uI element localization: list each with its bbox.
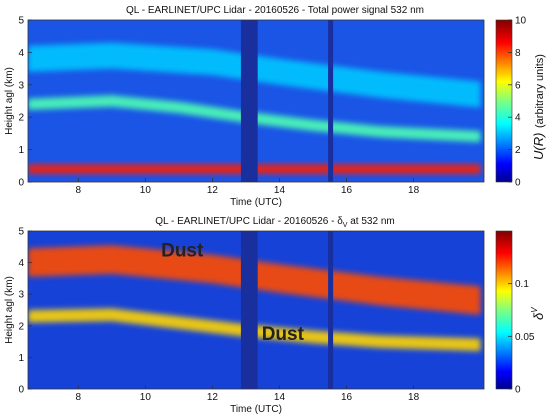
panel1-colorbar-unit: (arbitrary units) xyxy=(534,54,546,128)
panel2-annotation-1: Dust xyxy=(262,324,305,345)
panel1-y-tick-label-3: 3 xyxy=(18,80,24,91)
panel2-y-tick-label-0: 0 xyxy=(18,385,24,396)
panel2-colorbar xyxy=(495,230,513,390)
panel1-x-tick-label-4: 16 xyxy=(341,185,353,196)
panel1-data-gaps xyxy=(240,20,334,182)
panel1-y-tick-label-4: 4 xyxy=(18,48,24,59)
panel2-y-tick-label-1: 1 xyxy=(18,353,24,364)
panel2-annotations: Dust Dust xyxy=(161,240,304,345)
panel-depolarization: QL - EARLINET/UPC Lidar - 20160526 - δV … xyxy=(4,216,546,415)
panel2-colorbar-sup: V xyxy=(530,307,539,313)
panel2-title-end: at 532 nm xyxy=(347,216,394,227)
panel2-x-tick-label-4: 16 xyxy=(341,392,353,403)
panel1-gap-0 xyxy=(240,20,258,182)
panel1-cb-tick-label-2: 4 xyxy=(515,113,521,124)
panel1-x-tick-label-1: 10 xyxy=(140,185,152,196)
panel2-y-tick-label-4: 4 xyxy=(18,258,24,269)
panel1-colorbar xyxy=(495,19,513,183)
panel2-title-main: QL - EARLINET/UPC Lidar - 20160526 - δ xyxy=(155,216,343,227)
panel1-y-axis-label: Height agl (km) xyxy=(4,67,15,135)
panel2-x-axis-label: Time (UTC) xyxy=(230,404,282,415)
panel1-x-tick-label-5: 18 xyxy=(408,185,420,196)
panel1-x-tick-label-2: 12 xyxy=(207,185,219,196)
panel1-y-ticks: 0 1 2 3 4 5 xyxy=(18,16,32,189)
panel2-title-sub: V xyxy=(343,222,348,229)
panel1-cb-tick-label-1: 2 xyxy=(515,145,521,156)
panel1-y-tick-label-1: 1 xyxy=(18,145,24,156)
panel1-cb-tick-label-5: 10 xyxy=(515,16,527,27)
panel1-cb-tick-label-4: 8 xyxy=(515,48,521,59)
panel2-annotation-0: Dust xyxy=(161,240,204,261)
panel1-x-tick-label-0: 8 xyxy=(76,185,82,196)
panel2-cb-tick-label-1: 0.05 xyxy=(515,332,535,343)
panel1-y-tick-label-0: 0 xyxy=(18,178,24,189)
panel2-x-tick-label-2: 12 xyxy=(207,392,219,403)
panel2-x-ticks: 8 10 12 14 16 18 xyxy=(76,385,420,403)
panel2-y-ticks: 0 1 2 3 4 5 xyxy=(18,227,32,396)
panel2-colorbar-label: δV xyxy=(530,307,546,320)
panel2-frame xyxy=(27,230,485,390)
panel2-gap-0 xyxy=(240,231,258,389)
panel1-x-tick-label-3: 14 xyxy=(274,185,286,196)
panel2-cb-tick-label-0: 0 xyxy=(515,385,521,396)
panel2-colorbar-symbol: δ xyxy=(531,312,546,320)
panel2-x-tick-label-5: 18 xyxy=(408,392,420,403)
panel1-colorbar-label: U(R) xyxy=(531,133,546,160)
panel2-x-tick-label-1: 10 xyxy=(140,392,152,403)
panel1-x-axis-label: Time (UTC) xyxy=(230,197,282,208)
panel2-x-tick-label-3: 14 xyxy=(274,392,286,403)
panel2-y-axis-label: Height agl (km) xyxy=(4,276,15,344)
panel1-colorbar-ticks: 0 2 4 6 8 10 xyxy=(508,16,527,189)
panel1-frame xyxy=(27,19,485,183)
panel1-x-ticks: 8 10 12 14 16 18 xyxy=(76,178,420,196)
panel2-gap-1 xyxy=(328,231,334,389)
panel2-y-tick-label-5: 5 xyxy=(18,227,24,238)
panel-total-power: QL - EARLINET/UPC Lidar - 20160526 - Tot… xyxy=(4,5,546,208)
panel2-x-tick-label-0: 8 xyxy=(76,392,82,403)
panel1-title: QL - EARLINET/UPC Lidar - 20160526 - Tot… xyxy=(126,5,424,16)
panel1-cb-tick-label-0: 0 xyxy=(515,178,521,189)
panel1-gap-1 xyxy=(328,20,334,182)
panel2-y-tick-label-3: 3 xyxy=(18,290,24,301)
panel1-y-tick-label-2: 2 xyxy=(18,113,24,124)
panel2-data-gaps xyxy=(240,231,334,389)
panel2-y-tick-label-2: 2 xyxy=(18,321,24,332)
panel1-cb-tick-label-3: 6 xyxy=(515,80,521,91)
panel1-y-tick-label-5: 5 xyxy=(18,16,24,27)
panel2-cb-tick-label-2: 0.1 xyxy=(515,279,529,290)
panel2-colorbar-ticks: 0 0.05 0.1 xyxy=(508,279,535,396)
panel2-title: QL - EARLINET/UPC Lidar - 20160526 - δV … xyxy=(155,216,394,229)
